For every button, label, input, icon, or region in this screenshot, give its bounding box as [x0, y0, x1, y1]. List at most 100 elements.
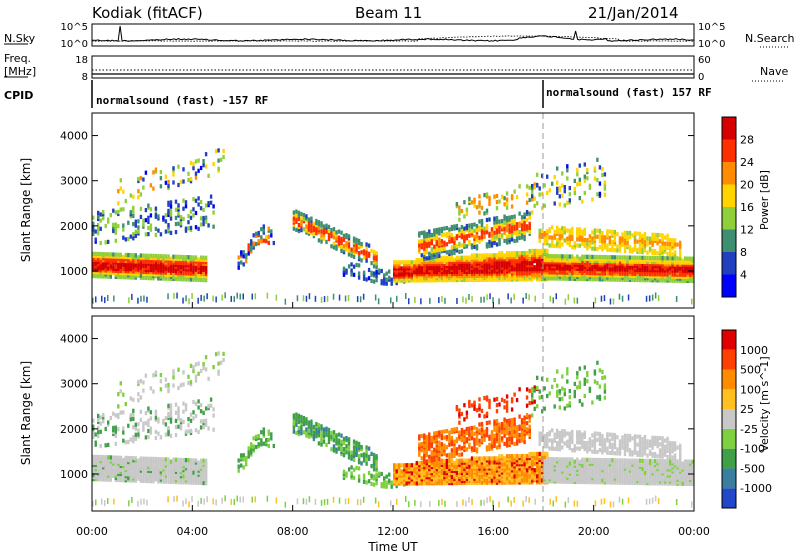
power-cell-6196: [641, 244, 643, 248]
power-cell-6162: [634, 244, 636, 248]
velocity-cell-1227: [162, 419, 164, 423]
power-cell-1672: [305, 224, 307, 228]
velocity-cell-1429: [160, 373, 162, 377]
power-cell-716: [170, 257, 172, 261]
velocity-cell-2517: [443, 471, 445, 475]
power-cell-1594: [265, 235, 267, 239]
power-cell-6446: [566, 176, 568, 180]
power-cell-6632: [348, 295, 350, 301]
velocity-cell-1427: [160, 379, 162, 383]
power-cell-5986: [594, 247, 596, 251]
velocity-cell-1081: [107, 443, 109, 447]
power-cell-6026: [601, 235, 603, 239]
power-cell-4192: [521, 227, 523, 231]
velocity-cell-1323: [190, 413, 192, 417]
power-cell-6738: [658, 295, 660, 301]
power-cell-6732: [649, 295, 651, 301]
power-cell-6538: [95, 296, 97, 302]
power-cell-1166: [137, 219, 139, 223]
velocity-cell-2003: [350, 471, 352, 475]
power-cell-6728: [628, 295, 630, 301]
power-cell-1852: [345, 247, 347, 251]
power-cell-1954: [370, 261, 372, 265]
velocity-cell-2007: [353, 476, 355, 480]
velocity-cell-1405: [140, 395, 142, 399]
velocity-cell-2017: [358, 466, 360, 470]
power-cell-1114: [120, 208, 122, 212]
power-cell-1100: [115, 231, 117, 235]
power-cell-1120: [122, 223, 124, 227]
power-cell-6182: [639, 246, 641, 250]
velocity-cell-1839: [340, 434, 342, 438]
power-cell-6580: [206, 293, 208, 299]
power-cell-3760: [443, 226, 445, 230]
power-cell-900: [190, 255, 192, 259]
power-cell-5088: [619, 261, 621, 265]
velocity-cell-1885: [353, 458, 355, 462]
power-cell-1424: [160, 184, 162, 188]
power-cell-1686: [308, 226, 310, 230]
velocity-cell-1853: [345, 450, 347, 454]
power-cell-2812: [473, 253, 475, 257]
power-cell-5914: [574, 241, 576, 245]
velocity-cell-1865: [348, 451, 350, 455]
velocity-cell-1375: [212, 428, 214, 432]
power-cell-696: [167, 254, 169, 258]
power-cell-3768: [446, 232, 448, 236]
power-cell-6414: [554, 175, 556, 179]
power-cell-5998: [594, 228, 596, 232]
velocity-cell-819: [182, 474, 184, 478]
power-cell-1304: [185, 227, 187, 231]
velocity-cell-2377: [428, 481, 430, 485]
velocity-cell-1679: [305, 417, 307, 421]
power-cell-3620: [426, 256, 428, 260]
velocity-cell-1725: [315, 422, 317, 426]
power-cell-492: [145, 254, 147, 258]
power-cell-6200: [641, 238, 643, 242]
velocity-cell-2677: [461, 475, 463, 479]
power-cell-5774: [539, 229, 541, 233]
power-cell-4020: [493, 235, 495, 239]
velocity-cell-1411: [142, 380, 144, 384]
power-cell-386: [132, 253, 134, 257]
power-cell-1130: [130, 235, 132, 239]
power-cell-6354: [674, 238, 676, 242]
power-cell-3786: [451, 249, 453, 253]
power-cell-1360: [205, 216, 207, 220]
velocity-cell-1151: [132, 409, 134, 413]
power-cell-4352: [513, 190, 515, 194]
power-cell-3782: [448, 227, 450, 231]
power-cell-5498: [664, 272, 666, 276]
velocity-cell-1953: [368, 447, 370, 451]
power-cell-3060: [498, 251, 500, 255]
velocity-cell-1197: [150, 431, 152, 435]
power-cell-6532: [604, 180, 606, 184]
power-cell-3682: [433, 245, 435, 249]
power-cell-2506: [441, 256, 443, 260]
power-cell-6602: [255, 293, 257, 299]
power-cell-1384: [120, 186, 122, 190]
velocity-cell-443: [140, 465, 142, 469]
velocity-cell-1779: [328, 432, 330, 436]
power-cell-6156: [631, 233, 633, 237]
power-cell-4310: [486, 209, 488, 213]
power-cell-5442: [656, 256, 658, 260]
power-cell-2482: [438, 258, 440, 262]
power-cell-6694: [525, 293, 527, 299]
power-cell-6524: [601, 167, 603, 171]
velocity-cell-1109: [117, 427, 119, 431]
power-cell-6384: [536, 201, 538, 205]
power-cell-4660: [571, 254, 573, 258]
power-cell-410: [135, 253, 137, 257]
power-cell-6326: [669, 246, 671, 250]
power-cell-2082: [391, 278, 393, 282]
power-cell-1836: [340, 237, 342, 241]
velocity-cell-2509: [443, 481, 445, 485]
power-cell-3380: [529, 249, 531, 253]
velocity-cell-1105: [115, 426, 117, 430]
power-cell-1458: [187, 178, 189, 182]
power-cell-1494: [212, 162, 214, 166]
power-cell-4746: [581, 255, 583, 259]
power-cell-4008: [491, 233, 493, 237]
velocity-cell-1933: [363, 458, 365, 462]
